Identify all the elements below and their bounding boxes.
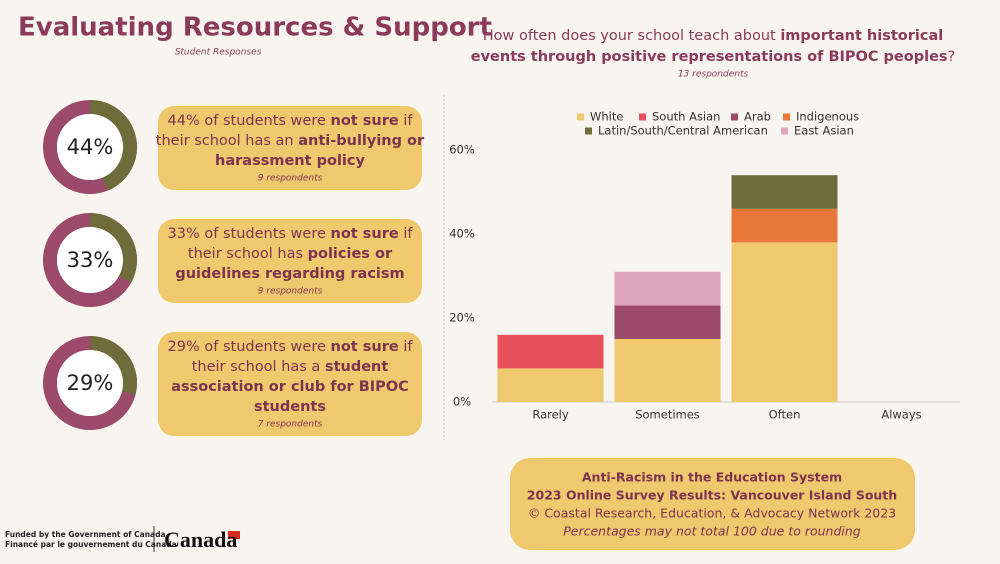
canada-wordmark: Canada bbox=[164, 527, 237, 552]
legend-label: South Asian bbox=[652, 110, 720, 124]
y-tick-label: 40% bbox=[449, 227, 475, 241]
donut-label: 44% bbox=[67, 135, 114, 159]
text-segment: not sure bbox=[331, 339, 399, 355]
bar-segment bbox=[614, 339, 721, 402]
legend-label: Indigenous bbox=[796, 110, 859, 124]
chart-subtitle: 13 respondents bbox=[678, 70, 749, 80]
donut-arc bbox=[89, 100, 137, 191]
legend-label: White bbox=[590, 110, 623, 124]
bar-segment bbox=[731, 175, 838, 209]
donut-label: 33% bbox=[67, 248, 114, 272]
bar-segment bbox=[731, 208, 838, 243]
y-tick-label: 0% bbox=[453, 395, 471, 409]
funding-french: Financé par le gouvernement du Canada bbox=[5, 540, 177, 549]
bar-segment bbox=[614, 271, 721, 306]
text-segment: guidelines regarding racism bbox=[175, 266, 404, 282]
text-segment: if bbox=[399, 339, 414, 355]
text-line: their school has a student bbox=[192, 359, 389, 375]
bar-segment bbox=[731, 242, 838, 402]
text-segment: if bbox=[399, 113, 414, 129]
text-line: students bbox=[254, 399, 326, 415]
legend-swatch bbox=[639, 113, 646, 121]
donut-hole bbox=[57, 114, 123, 180]
legend-label: Latin/South/Central American bbox=[598, 124, 768, 138]
legend-swatch bbox=[585, 127, 592, 135]
y-tick-label: 60% bbox=[449, 143, 475, 157]
text-segment: harassment policy bbox=[215, 153, 365, 169]
text-segment: important historical bbox=[780, 28, 943, 44]
footer-line: Percentages may not total 100 due to rou… bbox=[563, 524, 861, 539]
text-line: harassment policy bbox=[215, 153, 365, 169]
text-segment: 29% of students were bbox=[168, 339, 331, 355]
text-segment: 44% of students were bbox=[168, 113, 331, 129]
text-line: their school has policies or bbox=[188, 246, 393, 262]
text-line: 44% of students were not sure if bbox=[168, 113, 414, 129]
respondents: 9 respondents bbox=[258, 174, 323, 184]
legend-swatch bbox=[783, 113, 790, 121]
legend-swatch bbox=[781, 127, 788, 135]
text-segment: events through positive representations … bbox=[471, 49, 948, 65]
text-line: 29% of students were not sure if bbox=[168, 339, 414, 355]
callout-box bbox=[158, 332, 422, 436]
text-segment: their school has an bbox=[156, 133, 298, 149]
footer-line: Anti-Racism in the Education System bbox=[582, 470, 842, 485]
text-segment: policies or bbox=[308, 246, 393, 262]
text-line: events through positive representations … bbox=[471, 49, 956, 65]
x-tick-label: Always bbox=[881, 408, 921, 422]
text-line: How often does your school teach about i… bbox=[483, 28, 943, 44]
donut-hole bbox=[57, 227, 123, 293]
bar-segment bbox=[614, 305, 721, 339]
text-segment: student bbox=[325, 359, 388, 375]
text-segment: students bbox=[254, 399, 326, 415]
text-segment: anti-bullying or bbox=[298, 133, 425, 149]
text-segment: not sure bbox=[331, 113, 399, 129]
text-line: association or club for BIPOC bbox=[171, 379, 409, 395]
text-segment: their school has a bbox=[192, 359, 325, 375]
bar-segment bbox=[497, 334, 604, 369]
text-segment: not sure bbox=[331, 226, 399, 242]
footer-line: 2023 Online Survey Results: Vancouver Is… bbox=[527, 488, 897, 503]
callout-box bbox=[158, 219, 422, 303]
respondents: 7 respondents bbox=[258, 420, 323, 430]
bar-segment bbox=[497, 368, 604, 402]
footer-line: © Coastal Research, Education, & Advocac… bbox=[528, 506, 896, 521]
flag bbox=[228, 531, 240, 539]
legend-label: Arab bbox=[744, 110, 771, 124]
text-line: their school has an anti-bullying or bbox=[156, 133, 425, 149]
donut-label: 29% bbox=[67, 371, 114, 395]
donut-arc bbox=[89, 213, 137, 283]
text-segment: How often does your school teach about bbox=[483, 28, 781, 44]
x-tick-label: Rarely bbox=[532, 408, 569, 422]
legend-swatch bbox=[577, 113, 584, 121]
text-segment: association or club for BIPOC bbox=[171, 379, 409, 395]
donut-arc bbox=[89, 336, 137, 395]
text-line: 33% of students were not sure if bbox=[168, 226, 414, 242]
legend-swatch bbox=[731, 113, 738, 121]
text-line: guidelines regarding racism bbox=[175, 266, 404, 282]
page-subtitle: Student Responses bbox=[175, 48, 262, 58]
text-segment: their school has bbox=[188, 246, 308, 262]
footer-box bbox=[510, 458, 915, 550]
funding-english: Funded by the Government of Canada bbox=[5, 530, 166, 539]
page-title: Evaluating Resources & Support bbox=[18, 13, 492, 43]
donut-hole bbox=[57, 350, 123, 416]
y-tick-label: 20% bbox=[449, 311, 475, 325]
x-tick-label: Sometimes bbox=[635, 408, 700, 422]
text-segment: 33% of students were bbox=[168, 226, 331, 242]
callout-box bbox=[158, 106, 422, 190]
respondents: 9 respondents bbox=[258, 287, 323, 297]
x-tick-label: Often bbox=[769, 408, 801, 422]
text-segment: ? bbox=[948, 49, 956, 65]
legend-label: East Asian bbox=[794, 124, 854, 138]
text-segment: if bbox=[399, 226, 414, 242]
